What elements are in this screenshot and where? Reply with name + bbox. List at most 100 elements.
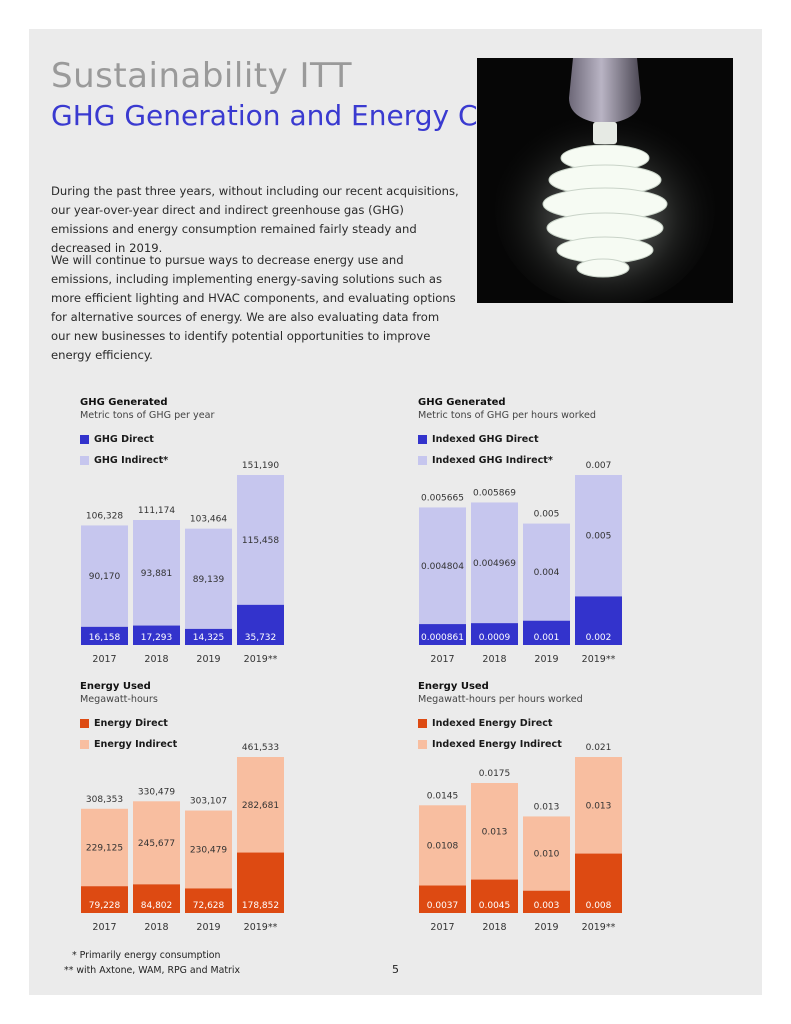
bar-direct <box>419 885 466 913</box>
bar-indirect <box>419 805 466 886</box>
chart-unit: Metric tons of GHG per year <box>80 410 215 421</box>
x-tick-label: 2019** <box>244 922 278 933</box>
x-tick-label: 2019** <box>244 654 278 665</box>
data-label-direct: 16,158 <box>89 633 121 643</box>
data-label-total: 0.0175 <box>479 769 511 779</box>
data-label-total: 0.021 <box>586 743 612 753</box>
light-bulb-photo <box>477 58 733 303</box>
chart-unit: Metric tons of GHG per hours worked <box>418 410 596 421</box>
data-label-direct: 14,325 <box>193 633 225 643</box>
legend-label: Indexed GHG Direct <box>432 434 539 445</box>
data-label-total: 0.007 <box>586 461 612 471</box>
bar-indirect <box>185 528 232 629</box>
bar-direct <box>185 888 232 913</box>
x-tick-label: 2017 <box>92 922 116 933</box>
legend-label: Energy Direct <box>94 718 168 729</box>
bar-direct <box>471 623 518 645</box>
energy-per-hour-chart: 0.0037 0.0108 0.0145 2017 0.0045 0.013 0.0175 2… <box>419 743 622 933</box>
legend-label: GHG Indirect* <box>94 455 169 466</box>
legend-swatch <box>418 740 427 749</box>
legend-swatch <box>80 456 89 465</box>
ghg-per-year-chart: 16,158 90,170 106,328 2017 17,293 93,881 111,1… <box>81 461 284 665</box>
data-label-direct: 178,852 <box>242 901 279 911</box>
legend-swatch <box>80 435 89 444</box>
data-label-direct: 0.001 <box>534 633 560 643</box>
data-label-direct: 0.0009 <box>479 633 511 643</box>
bar-direct <box>575 596 622 645</box>
data-label-total: 111,174 <box>138 506 175 516</box>
data-label-indirect: 245,677 <box>138 839 175 849</box>
legend-item: Indexed GHG Direct <box>418 434 539 445</box>
bar-direct <box>237 852 284 913</box>
data-label-direct: 0.000861 <box>421 633 464 643</box>
data-label-indirect: 0.013 <box>482 827 508 837</box>
footnote: ** with Axtone, WAM, RPG and Matrix <box>64 965 241 976</box>
x-tick-label: 2018 <box>482 922 506 933</box>
bar-direct <box>81 886 128 913</box>
legend-label: Indexed GHG Indirect* <box>432 455 553 466</box>
data-label-indirect: 0.005 <box>586 532 612 542</box>
bar-direct <box>575 853 622 913</box>
legend-swatch <box>80 740 89 749</box>
data-label-total: 103,464 <box>190 515 227 525</box>
bar-indirect <box>237 475 284 605</box>
bar-indirect <box>133 519 180 626</box>
page-title: Sustainability ITT <box>51 56 352 96</box>
bar-direct <box>81 626 128 645</box>
data-label-indirect: 229,125 <box>86 843 123 853</box>
data-label-total: 330,479 <box>138 787 175 797</box>
data-label-direct: 35,732 <box>245 633 277 643</box>
data-label-indirect: 0.004804 <box>421 562 464 572</box>
bar-indirect <box>523 816 570 891</box>
data-label-direct: 0.002 <box>586 633 612 643</box>
page-number: 5 <box>392 963 399 976</box>
data-label-indirect: 90,170 <box>89 572 121 582</box>
bar-indirect <box>575 757 622 854</box>
bar-indirect <box>523 523 570 621</box>
bar-direct <box>523 620 570 645</box>
legend-item: GHG Indirect* <box>80 455 168 466</box>
data-label-total: 0.005 <box>534 510 560 520</box>
data-label-total: 308,353 <box>86 795 123 805</box>
x-tick-label: 2019 <box>196 654 220 665</box>
data-label-indirect: 115,458 <box>242 536 279 546</box>
data-label-total: 461,533 <box>242 743 279 753</box>
bar-direct <box>237 604 284 645</box>
data-label-indirect: 282,681 <box>242 801 279 811</box>
x-tick-label: 2019 <box>196 922 220 933</box>
data-label-indirect: 89,139 <box>193 575 225 585</box>
legend-item: GHG Direct <box>80 434 154 445</box>
legend-label: Indexed Energy Indirect <box>432 739 562 750</box>
data-label-direct: 0.003 <box>534 901 560 911</box>
data-label-direct: 84,802 <box>141 901 173 911</box>
footnote: * Primarily energy consumption <box>72 950 221 961</box>
x-tick-label: 2019** <box>582 922 616 933</box>
chart-unit: Megawatt-hours per hours worked <box>418 694 583 705</box>
bar-indirect <box>185 810 232 889</box>
bar-indirect <box>471 783 518 880</box>
legend-item: Energy Direct <box>80 718 168 729</box>
data-label-total: 303,107 <box>190 797 227 807</box>
bar-indirect <box>237 757 284 853</box>
legend-swatch <box>80 719 89 728</box>
data-label-total: 0.0145 <box>427 791 459 801</box>
x-tick-label: 2017 <box>92 654 116 665</box>
bar-indirect <box>419 507 466 625</box>
light-bulb-icon <box>477 58 733 303</box>
x-tick-label: 2019** <box>582 654 616 665</box>
x-tick-label: 2017 <box>430 654 454 665</box>
data-label-indirect: 0.0108 <box>427 841 459 851</box>
data-label-total: 151,190 <box>242 461 279 471</box>
legend-item: Indexed Energy Indirect <box>418 739 562 750</box>
energy-used-chart: 79,228 229,125 308,353 2017 84,802 245,677 330… <box>81 743 284 933</box>
chart-unit: Megawatt-hours <box>80 694 158 705</box>
data-label-total: 106,328 <box>86 511 123 521</box>
bar-indirect <box>575 475 622 597</box>
chart-title: Energy Used <box>418 681 489 692</box>
legend-swatch <box>418 719 427 728</box>
intro-paragraph: During the past three years, without inc… <box>51 184 459 255</box>
data-label-indirect: 230,479 <box>190 846 227 856</box>
data-label-direct: 0.0045 <box>479 901 511 911</box>
legend-item: Energy Indirect <box>80 739 177 750</box>
legend-label: Energy Indirect <box>94 739 178 750</box>
